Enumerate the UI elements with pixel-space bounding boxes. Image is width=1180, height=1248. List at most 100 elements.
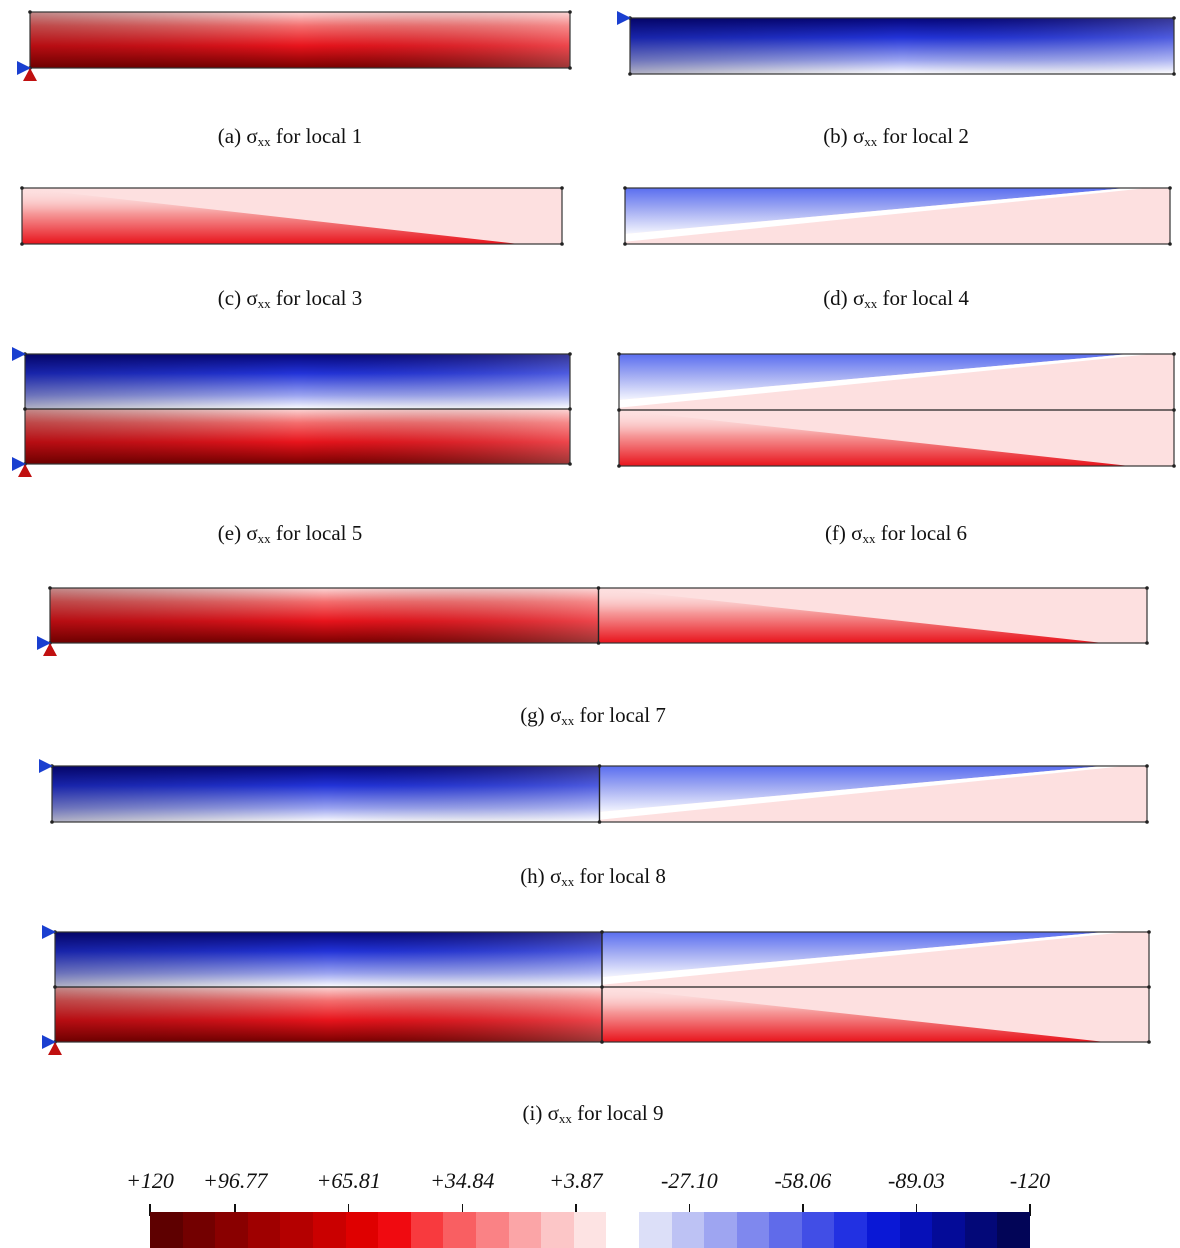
pin-support-icon — [48, 1042, 62, 1055]
mesh-node — [596, 586, 601, 590]
stress-segment-1-1 — [55, 932, 602, 987]
mesh-node — [1168, 242, 1172, 246]
caption-a: (a) σxx for local 1 — [217, 124, 363, 149]
panel-d — [612, 180, 1180, 260]
mesh-node — [617, 464, 621, 468]
mesh-node — [1145, 764, 1149, 768]
mesh-node — [20, 242, 24, 246]
colorbar-swatch — [345, 1212, 379, 1248]
mesh-node — [1145, 641, 1149, 645]
beam-plot-h — [39, 759, 1149, 824]
colorbar-label: +34.84 — [430, 1168, 495, 1193]
colorbar-swatch — [508, 1212, 542, 1248]
beam-plot-i — [42, 925, 1151, 1055]
colorbar-swatch — [704, 1212, 737, 1248]
roller-support-icon — [42, 925, 56, 939]
stress-segment-2-1 — [25, 409, 570, 464]
colorbar-label: +65.81 — [316, 1168, 381, 1193]
panel-h — [34, 756, 1164, 838]
mesh-node — [623, 242, 627, 246]
mesh-node — [1172, 352, 1176, 356]
colorbar-tick — [688, 1204, 691, 1216]
beam-outline — [624, 187, 1171, 245]
colorbar-swatch — [606, 1212, 639, 1248]
beam-plot-c — [20, 186, 564, 246]
colorbar-swatch — [410, 1212, 444, 1248]
mesh-node — [53, 985, 57, 989]
colorbar-swatch — [736, 1212, 770, 1248]
colorbar-tick — [1029, 1204, 1031, 1216]
panel-a — [14, 6, 584, 86]
colorbar-tick — [149, 1204, 151, 1216]
roller-support-icon — [12, 347, 26, 361]
mesh-node — [560, 242, 564, 246]
panel-e — [10, 346, 580, 477]
mesh-node — [1145, 586, 1149, 590]
roller-support-icon — [617, 11, 631, 25]
roller-support-icon — [39, 759, 53, 773]
mesh-node — [568, 352, 572, 356]
stress-segment-1-2 — [599, 766, 1147, 822]
beam-outline — [629, 17, 1175, 75]
colorbar-swatch — [899, 1212, 933, 1248]
colorbar-swatch — [541, 1212, 574, 1248]
mesh-node — [568, 407, 572, 411]
stress-segment-1-2 — [602, 932, 1149, 987]
stress-segment-1-2 — [598, 588, 1147, 643]
colorbar-swatch — [475, 1212, 509, 1248]
colorbar-tick — [915, 1204, 918, 1216]
mesh-node — [28, 10, 32, 14]
pin-support-icon — [23, 68, 37, 81]
mesh-node — [48, 586, 52, 590]
mesh-node — [23, 407, 27, 411]
stress-segment-2-1 — [619, 410, 1174, 466]
caption-b: (b) σxx for local 2 — [823, 124, 969, 149]
beam-plot-e — [12, 347, 572, 477]
colorbar-tick — [802, 1204, 804, 1216]
mesh-node — [628, 72, 632, 76]
beam-outline — [21, 187, 563, 245]
mesh-node — [1147, 1040, 1151, 1044]
caption-h: (h) σxx for local 8 — [520, 864, 666, 889]
colorbar-label: +3.87 — [549, 1168, 603, 1193]
stress-segment-1-1 — [22, 188, 562, 244]
colorbar-label: -27.10 — [660, 1168, 718, 1193]
mesh-node — [1172, 16, 1176, 20]
colorbar-tick — [575, 1204, 577, 1216]
mesh-node — [597, 820, 602, 824]
caption-e: (e) σxx for local 5 — [217, 521, 363, 546]
beam-outline — [29, 11, 571, 69]
colorbar-swatch — [769, 1212, 802, 1248]
panel-c — [14, 180, 584, 260]
mesh-node — [20, 186, 24, 190]
mesh-node — [600, 985, 604, 989]
panel-i — [38, 922, 1168, 1062]
stress-segment-2-2 — [602, 987, 1149, 1042]
colorbar-swatch — [834, 1212, 868, 1248]
colorbar-label: +120 — [126, 1168, 174, 1193]
roller-support-icon — [37, 636, 51, 650]
colorbar-swatch — [867, 1212, 900, 1248]
stress-segment-1-1 — [630, 18, 1174, 74]
colorbar-swatch — [573, 1212, 607, 1248]
colorbar-label: +96.77 — [202, 1168, 268, 1193]
colorbar-label: -120 — [1009, 1168, 1051, 1193]
mesh-node — [623, 186, 627, 190]
mesh-node — [1147, 985, 1151, 989]
colorbar-tick — [234, 1204, 236, 1216]
mesh-node — [600, 1040, 604, 1044]
roller-support-icon — [17, 61, 31, 75]
stress-segment-1-1 — [625, 188, 1170, 244]
mesh-node — [600, 930, 604, 934]
beam-plot-b — [617, 11, 1176, 76]
panel-f — [604, 346, 1176, 476]
mesh-node — [1172, 408, 1176, 412]
mesh-node — [1172, 464, 1176, 468]
colorbar-swatch — [964, 1212, 998, 1248]
beam-plot-f — [617, 352, 1176, 468]
colorbar-swatch — [443, 1212, 476, 1248]
mesh-node — [1172, 72, 1176, 76]
colorbar — [150, 1212, 1031, 1248]
roller-support-icon — [42, 1035, 56, 1049]
colorbar-swatch — [378, 1212, 411, 1248]
